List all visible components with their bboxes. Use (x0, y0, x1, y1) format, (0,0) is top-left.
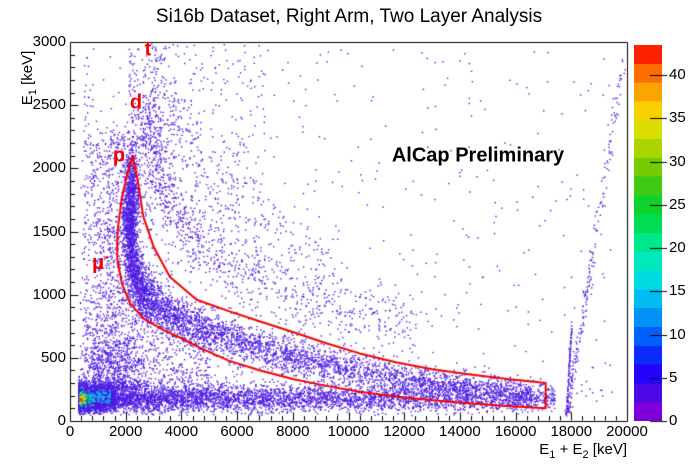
y-tick-label: 3000 (32, 33, 66, 50)
y-tick-label: 1500 (32, 222, 66, 240)
particle-label-d: d (129, 91, 143, 114)
colorbar-tick-label: 25 (669, 195, 686, 213)
x-tick-label: 10000 (327, 423, 370, 440)
colorbar-tick-label: 20 (669, 239, 686, 257)
y-tick-label: 500 (40, 348, 66, 366)
colorbar-tick-label: 0 (669, 412, 678, 429)
x-tick-label: 4000 (164, 423, 199, 440)
colorbar-tick-label: 30 (669, 152, 686, 170)
x-tick-label: 0 (65, 423, 75, 440)
y-tick-label: 0 (57, 412, 66, 429)
colorbar-tick-label: 35 (669, 109, 686, 127)
x-tick-label: 6000 (220, 423, 254, 440)
x-tick-label: 18000 (550, 423, 593, 440)
x-tick-label: 20000 (606, 423, 648, 440)
particle-label-p: p (112, 144, 126, 167)
x-tick-label: 16000 (494, 423, 537, 440)
colorbar-tick-label: 5 (669, 368, 678, 386)
colorbar-tick-label: 40 (669, 66, 686, 84)
colorbar-tick-label: 15 (669, 282, 686, 300)
y-tick-label: 1000 (32, 285, 66, 303)
x-tick-label: 12000 (383, 423, 426, 440)
y-tick-label: 2000 (32, 159, 66, 177)
x-tick-label: 2000 (109, 423, 143, 440)
colorbar-tick-label: 10 (669, 325, 686, 343)
y-tick-label: 2500 (32, 96, 66, 114)
preliminary-watermark: AlCap Preliminary (391, 144, 565, 167)
particle-label-mu: μ- (92, 249, 109, 275)
x-tick-label: 14000 (439, 423, 481, 440)
y-axis-title: E1 [keV] (19, 50, 39, 106)
particle-label-t: t (144, 38, 152, 61)
x-axis-title: E1 + E2 [keV] (539, 441, 627, 461)
x-tick-label: 8000 (276, 423, 310, 440)
